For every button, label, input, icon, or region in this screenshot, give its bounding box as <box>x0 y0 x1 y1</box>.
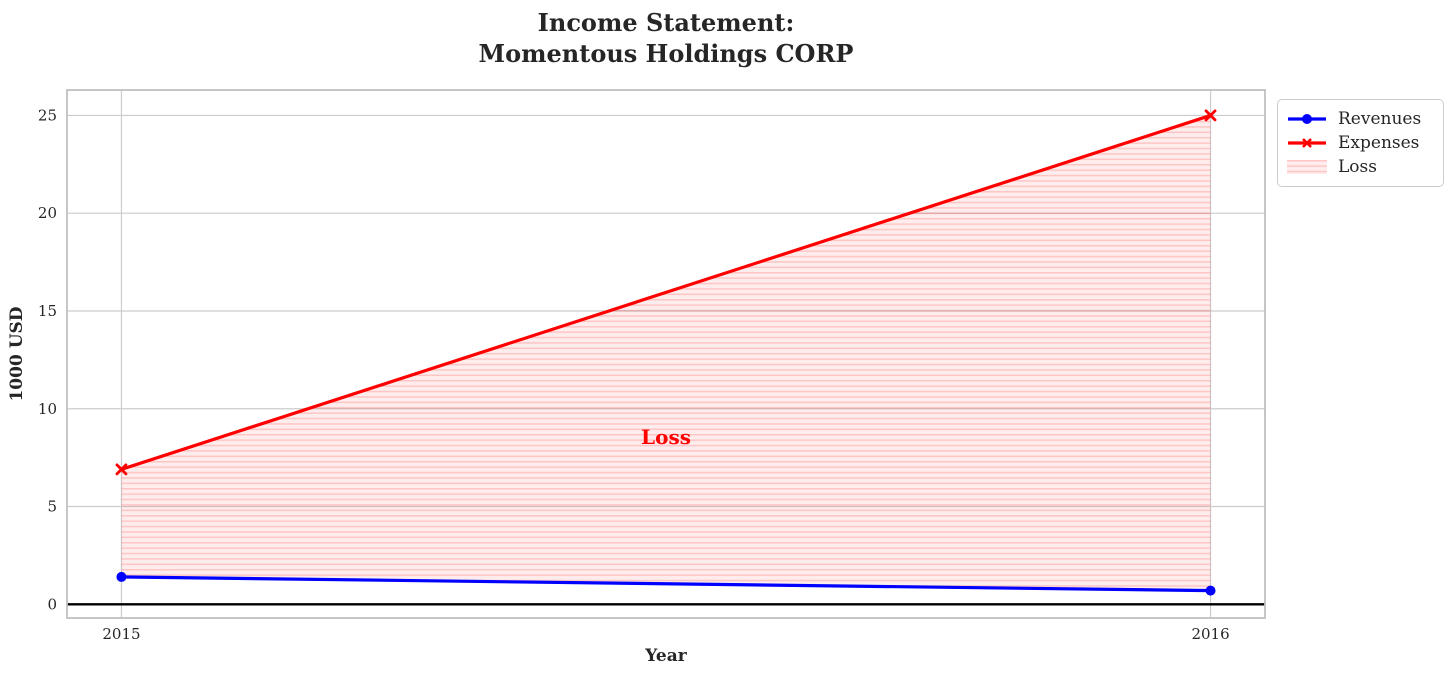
legend: Revenues Expenses Loss <box>1277 99 1444 187</box>
x-axis-label: Year <box>645 646 687 666</box>
legend-label-expenses: Expenses <box>1338 132 1420 153</box>
y-axis-label: 1000 USD <box>7 306 27 402</box>
x-tick-label-2016: 2016 <box>1191 625 1229 643</box>
axes-spines <box>66 89 1266 619</box>
expenses-marker-2015 <box>115 463 128 476</box>
legend-swatch-line-circle <box>1288 114 1326 124</box>
revenues-line <box>119 575 1213 593</box>
legend-swatch-line-x <box>1288 138 1326 148</box>
legend-label-revenues: Revenues <box>1338 108 1422 129</box>
y-tick-label-15: 15 <box>38 302 57 320</box>
legend-row-revenues: Revenues <box>1286 110 1435 128</box>
loss-fill-area <box>121 115 1211 591</box>
expenses-marker-2016 <box>1204 109 1217 122</box>
y-tick-label-25: 25 <box>38 106 57 124</box>
x-tick-label-2015: 2015 <box>102 625 140 643</box>
legend-row-loss: Loss <box>1286 158 1435 176</box>
loss-annotation: Loss <box>641 425 691 449</box>
legend-swatch-hatch-patch <box>1287 160 1327 174</box>
legend-label-loss: Loss <box>1338 156 1377 177</box>
y-tick-label-5: 5 <box>47 498 57 516</box>
revenues-marker-2015 <box>116 571 127 582</box>
chart-title: Income Statement: Momentous Holdings COR… <box>478 8 854 68</box>
legend-row-expenses: Expenses <box>1286 134 1435 152</box>
y-tick-label-0: 0 <box>47 595 57 613</box>
revenues-marker-2016 <box>1205 585 1216 596</box>
y-tick-label-20: 20 <box>38 204 57 222</box>
y-tick-label-10: 10 <box>38 400 57 418</box>
expenses-line <box>119 113 1213 471</box>
